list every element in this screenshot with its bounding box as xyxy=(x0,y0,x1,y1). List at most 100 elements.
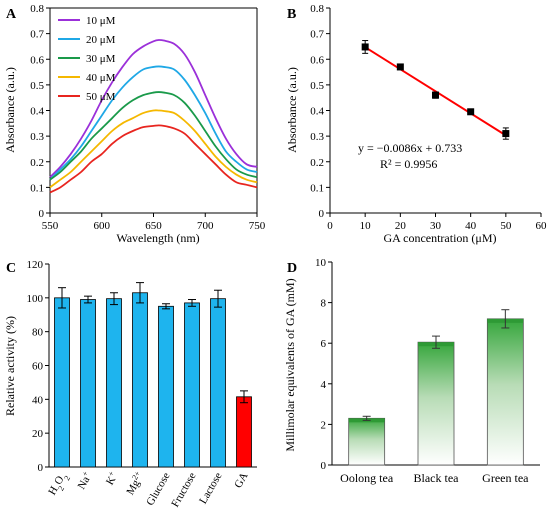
panel-letter-b: B xyxy=(287,7,296,22)
panel-a-y-tick-label: 0 xyxy=(39,208,45,220)
panel-b-x-tick-label: 40 xyxy=(465,220,477,232)
panel-a-y-tick-label: 0.7 xyxy=(30,29,44,41)
panel-c-bar xyxy=(54,297,70,468)
panel-c-category-label-part: 2 xyxy=(62,474,72,482)
panel-b-xlabel: GA concentration (μM) xyxy=(383,231,496,245)
panel-b-data-point xyxy=(467,108,475,116)
panel-a-series-line xyxy=(49,65,258,181)
panel-d-category-label: Green tea xyxy=(482,471,529,485)
panel-c-category-label-part: Mg xyxy=(124,477,142,497)
panel-a-x-tick-label: 750 xyxy=(249,220,266,232)
panel-c-y-tick-label: 0 xyxy=(38,462,44,474)
panel-b-x-tick-label: 0 xyxy=(327,220,333,232)
panel-a-chart: Absorbance (a.u.) Wavelength (nm) 0 0.1 0.… xyxy=(3,3,266,245)
panel-c-category-label: Glucose xyxy=(144,470,172,507)
panel-a-y-tick-label: 0.1 xyxy=(30,182,44,194)
panel-c-bar xyxy=(132,292,148,468)
panel-d-y-tick-label: 6 xyxy=(321,338,327,350)
panel-b-data-point xyxy=(432,91,439,99)
panel-b-x-tick-label: 60 xyxy=(536,220,548,232)
panel-c-category-label: GA xyxy=(232,470,250,490)
panel-c-y-tick-label: 120 xyxy=(27,259,44,271)
panel-c-chart: Relative activity (%) 0 20 40 60 80 100 120 H2O… xyxy=(3,259,257,509)
panel-letter-c: C xyxy=(6,261,16,276)
panel-b-data-point xyxy=(502,130,510,138)
panel-c-y-tick-label: 100 xyxy=(27,293,44,305)
panel-a-legend-label: 40 μM xyxy=(86,72,116,84)
panel-a-series-line xyxy=(49,91,258,181)
panel-d-y-tick-label: 0 xyxy=(321,460,327,472)
panel-b-equation: y = −0.0086x + 0.733 xyxy=(358,141,462,155)
panel-c-bar xyxy=(106,298,122,468)
panel-c-category-label-part: + xyxy=(80,469,90,478)
panel-b-fit-line xyxy=(364,46,507,137)
panel-d-y-tick-label: 2 xyxy=(321,419,327,431)
panel-a-legend-label: 30 μM xyxy=(86,53,116,65)
panel-c-category-label: Na+ xyxy=(73,469,94,492)
panel-c-category-label: K+ xyxy=(102,469,121,487)
panel-a-x-tick-label: 650 xyxy=(145,220,162,232)
panel-d-bar xyxy=(348,417,386,466)
panel-b-y-tick-label: 0 xyxy=(319,208,325,220)
panel-b-x-tick-label: 30 xyxy=(430,220,442,232)
panel-d-chart: Millimolar equivalents of GA (mM) 0 2 4 6 8 1… xyxy=(283,257,540,485)
panel-a-legend-label: 20 μM xyxy=(86,34,116,46)
panel-a-x-tick-label: 700 xyxy=(197,220,214,232)
panel-b-y-tick-label: 0.7 xyxy=(310,29,324,41)
panel-c-category-label-part: Na xyxy=(76,474,93,491)
panel-a-y-tick-label: 0.4 xyxy=(30,106,44,118)
panel-c-category-label-part: + xyxy=(106,469,116,478)
panel-b-y-tick-label: 0.6 xyxy=(310,54,324,66)
panel-a-y-tick-label: 0.5 xyxy=(30,80,44,92)
panel-d-category-label: Oolong tea xyxy=(340,471,394,485)
panel-c-category-label: Lactose xyxy=(197,470,225,506)
panel-letter-d: D xyxy=(287,261,297,276)
panel-c-category-label: H2O2 xyxy=(46,471,71,499)
panel-c-ylabel: Relative activity (%) xyxy=(3,316,17,416)
panel-d-category-label: Black tea xyxy=(414,471,460,485)
panel-c-category-label: Fructose xyxy=(169,470,198,509)
panel-b-y-tick-label: 0.8 xyxy=(310,3,324,15)
panel-c-y-tick-label: 20 xyxy=(32,428,44,440)
panel-d-ylabel: Millimolar equivalents of GA (mM) xyxy=(283,278,297,451)
panel-d-y-tick-label: 10 xyxy=(315,257,327,269)
panel-c-bar xyxy=(184,302,200,468)
panel-c-y-tick-label: 40 xyxy=(32,394,44,406)
panel-b-y-tick-label: 0.5 xyxy=(310,80,324,92)
panel-letter-a: A xyxy=(6,7,17,22)
panel-d-y-tick-label: 4 xyxy=(321,379,327,391)
panel-b-y-tick-label: 0.4 xyxy=(310,106,324,118)
panel-a-y-tick-label: 0.6 xyxy=(30,54,44,66)
panel-c-y-tick-label: 60 xyxy=(32,361,44,373)
panel-b-x-tick-label: 20 xyxy=(395,220,407,232)
panel-b-data-point xyxy=(361,43,369,51)
panel-a-legend-label: 50 μM xyxy=(86,91,116,103)
panel-d-bar xyxy=(417,341,455,466)
panel-c-category-label-part: Fructose xyxy=(169,470,198,509)
panel-b-y-tick-label: 0.2 xyxy=(310,157,324,169)
panel-a-x-tick-label: 550 xyxy=(42,220,59,232)
panel-c-bar xyxy=(158,305,174,468)
panel-c-category-label-part: Lactose xyxy=(197,470,225,506)
panel-b-x-tick-label: 10 xyxy=(360,220,372,232)
panel-b-ylabel: Absorbance (a.u.) xyxy=(285,67,299,153)
panel-c-category-label-part: GA xyxy=(232,470,250,490)
panel-b-x-tick-label: 50 xyxy=(500,220,512,232)
panel-c-category-label-part: 2 xyxy=(56,484,66,492)
panel-a-series-line xyxy=(49,39,258,178)
panel-b-chart: Absorbance (a.u.) GA concentration (μM) … xyxy=(285,3,547,245)
panel-c-category-label-part: Glucose xyxy=(144,470,172,507)
panel-d-bar xyxy=(486,318,524,466)
panel-a-y-tick-label: 0.2 xyxy=(30,157,44,169)
panel-d-y-tick-label: 8 xyxy=(321,298,327,310)
panel-a-ylabel: Absorbance (a.u.) xyxy=(3,67,17,153)
panel-c-y-tick-label: 80 xyxy=(32,327,44,339)
panel-a-y-tick-label: 0.8 xyxy=(30,3,44,15)
panel-a-xlabel: Wavelength (nm) xyxy=(116,231,199,245)
panel-a-x-tick-label: 600 xyxy=(94,220,111,232)
panel-c-bar xyxy=(80,299,96,468)
panel-b-r-squared: R² = 0.9956 xyxy=(380,157,437,171)
panel-a-y-tick-label: 0.3 xyxy=(30,131,44,143)
panel-c-bar xyxy=(236,396,252,468)
